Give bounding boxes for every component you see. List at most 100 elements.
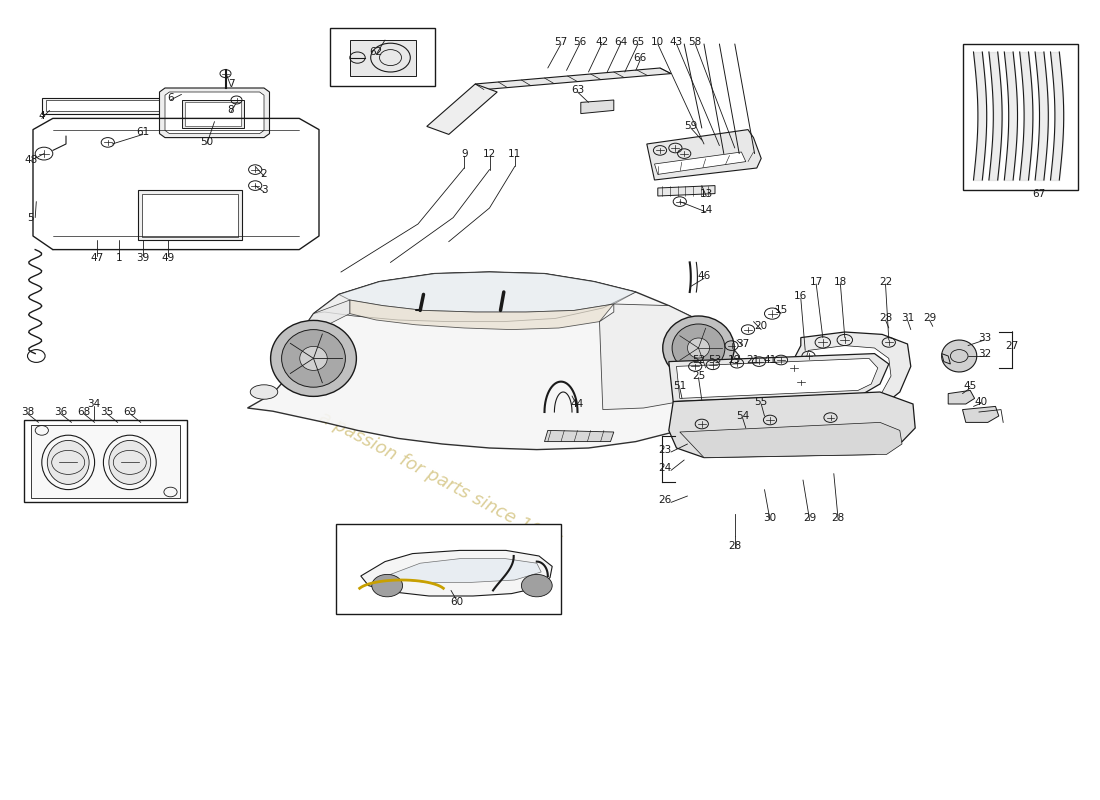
Polygon shape [185,102,241,126]
Ellipse shape [271,320,356,397]
Text: 56: 56 [573,37,586,46]
Text: 32: 32 [978,349,991,358]
Text: 57: 57 [554,37,568,46]
Text: 8: 8 [228,106,234,115]
Polygon shape [676,358,878,398]
Ellipse shape [109,440,151,485]
Text: 31: 31 [901,314,914,323]
Polygon shape [669,392,915,458]
Polygon shape [336,524,561,614]
Polygon shape [42,98,209,114]
Text: 45: 45 [964,381,977,390]
Text: 41: 41 [763,355,777,365]
Text: 4: 4 [39,111,45,121]
Text: 18: 18 [834,277,847,286]
Text: 27: 27 [1005,341,1019,350]
Polygon shape [248,272,742,450]
Polygon shape [475,68,671,90]
Text: 49: 49 [162,254,175,263]
Polygon shape [31,425,180,498]
Text: 48: 48 [24,155,37,165]
Polygon shape [962,44,1078,190]
Text: 69: 69 [123,407,136,417]
Text: 61: 61 [136,127,150,137]
Text: 46: 46 [697,271,711,281]
Text: 65: 65 [631,37,645,46]
Polygon shape [658,186,715,196]
Text: 68: 68 [77,407,90,417]
Text: 2: 2 [261,170,267,179]
Text: 44: 44 [571,399,584,409]
Text: 7: 7 [228,79,234,89]
Text: 11: 11 [508,149,521,158]
Text: 3: 3 [261,186,267,195]
Text: 40: 40 [975,397,988,406]
Polygon shape [544,430,614,442]
Text: 33: 33 [978,333,991,342]
Polygon shape [142,194,238,237]
Text: 36: 36 [54,407,67,417]
Text: 29: 29 [803,514,816,523]
Polygon shape [680,422,902,458]
Text: 13: 13 [700,189,713,198]
Text: 17: 17 [810,277,823,286]
Text: 37: 37 [736,339,749,349]
Polygon shape [182,100,244,128]
Circle shape [521,574,552,597]
Text: 22: 22 [879,277,892,286]
Text: 15: 15 [774,306,788,315]
Text: 28: 28 [728,541,741,550]
Polygon shape [942,354,950,364]
Polygon shape [350,40,416,76]
Polygon shape [46,100,205,111]
Text: 24: 24 [658,463,671,473]
Text: 21: 21 [746,355,759,365]
Text: 55: 55 [755,397,768,406]
Text: 42: 42 [595,37,608,46]
Ellipse shape [688,338,710,358]
Text: 35: 35 [100,407,113,417]
Text: 58: 58 [689,37,702,46]
Text: 62: 62 [370,47,383,57]
Text: 5: 5 [28,213,34,222]
Polygon shape [654,152,746,174]
Polygon shape [942,340,977,372]
Text: 30: 30 [763,514,777,523]
Text: 47: 47 [90,254,103,263]
Text: 29: 29 [923,314,936,323]
Polygon shape [390,558,541,582]
Polygon shape [350,300,614,330]
Text: 26: 26 [658,495,671,505]
Text: 10: 10 [651,37,664,46]
Text: 1: 1 [116,254,122,263]
Polygon shape [962,406,999,422]
Polygon shape [339,272,636,312]
Circle shape [372,574,403,597]
Ellipse shape [662,316,735,380]
Polygon shape [948,390,975,404]
Text: 66: 66 [634,53,647,62]
Text: 16: 16 [794,291,807,301]
Text: 39: 39 [136,254,150,263]
Ellipse shape [282,330,345,387]
Text: 67: 67 [1032,189,1045,198]
Text: 60: 60 [450,597,463,606]
Polygon shape [647,130,761,180]
Polygon shape [801,346,891,405]
Ellipse shape [299,346,328,370]
Polygon shape [288,300,350,378]
Polygon shape [330,28,434,86]
Text: 28: 28 [832,514,845,523]
Text: 23: 23 [658,445,671,454]
Text: 14: 14 [700,205,713,214]
Text: 19: 19 [728,355,741,365]
Text: 51: 51 [673,381,686,390]
Polygon shape [361,550,552,596]
Text: 34: 34 [87,399,100,409]
Text: 50: 50 [200,138,213,147]
Polygon shape [790,332,911,418]
Text: a passion for parts since 1994: a passion for parts since 1994 [316,408,564,552]
Text: 20: 20 [755,322,768,331]
Text: 25: 25 [692,371,705,381]
Text: 52: 52 [692,355,705,365]
